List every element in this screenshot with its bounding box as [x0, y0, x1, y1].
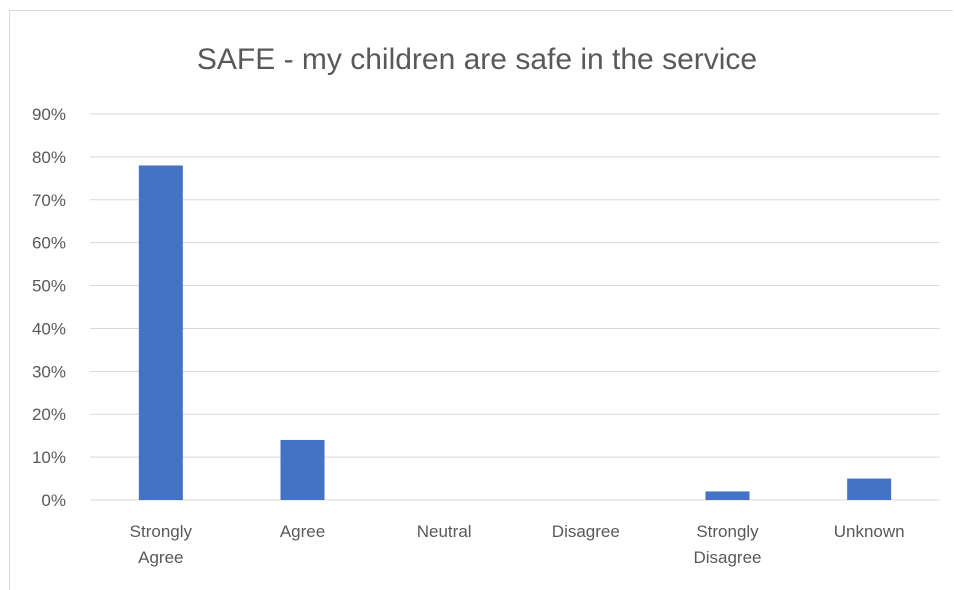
x-tick-label: Disagree [693, 548, 761, 567]
x-tick-label: Strongly [130, 522, 193, 541]
x-tick-label: Strongly [696, 522, 759, 541]
y-tick-label: 70% [32, 191, 66, 210]
y-tick-label: 80% [32, 148, 66, 167]
chart-title: SAFE - my children are safe in the servi… [196, 43, 758, 76]
y-tick-label: 10% [32, 448, 66, 467]
bar-strongly-agree [138, 165, 183, 500]
y-tick-label: 0% [41, 491, 66, 510]
y-tick-label: 60% [32, 234, 66, 253]
x-tick-label: Disagree [552, 522, 620, 541]
x-tick-label: Agree [138, 548, 183, 567]
y-tick-label: 20% [32, 405, 66, 424]
y-tick-label: 90% [32, 105, 66, 124]
bar-agree [280, 439, 325, 500]
x-tick-label: Neutral [417, 522, 472, 541]
y-tick-label: 50% [32, 277, 66, 296]
x-tick-label: Agree [280, 522, 325, 541]
bar-strongly-disagree [705, 491, 750, 500]
y-tick-label: 40% [32, 319, 66, 338]
x-tick-label: Unknown [834, 522, 905, 541]
bar-unknown [847, 478, 892, 500]
y-tick-label: 30% [32, 362, 66, 381]
